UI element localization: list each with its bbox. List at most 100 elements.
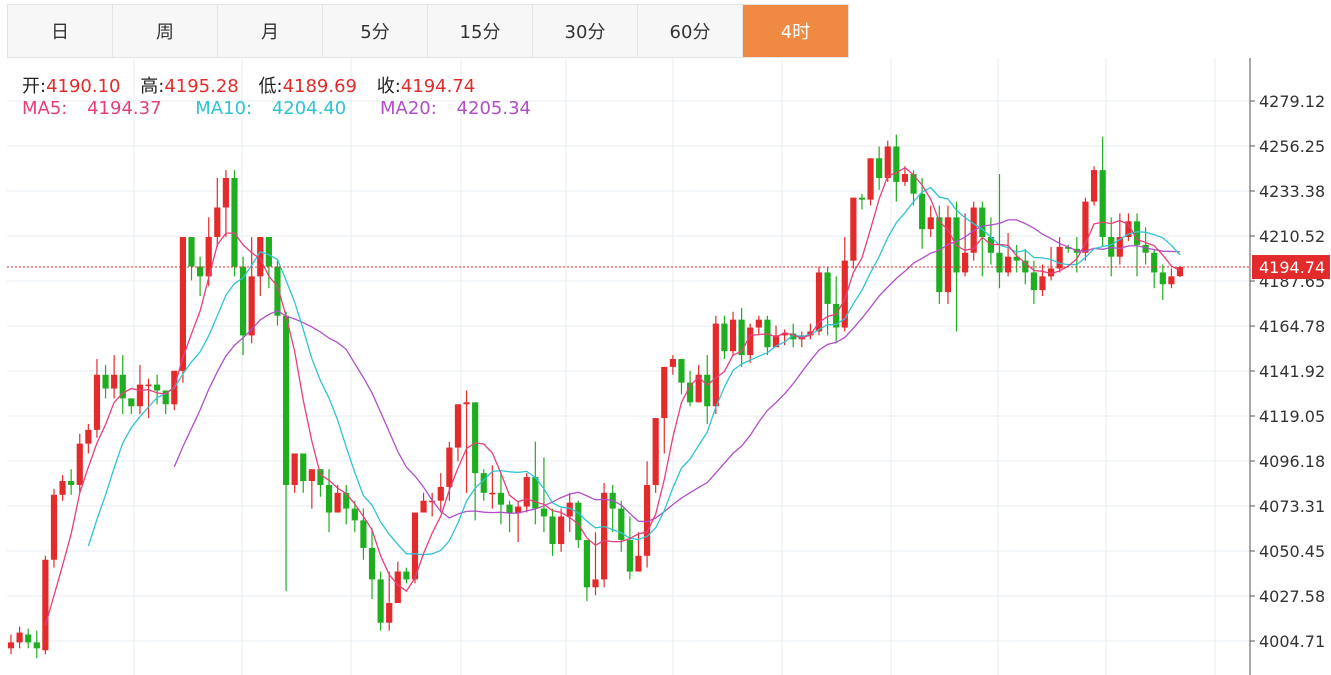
candle-body [712,323,719,407]
ma-readout: MA5: 4194.37 MA10: 4204.40 MA20: 4205.34 [22,98,559,119]
y-tick-label: 4141.92 [1259,362,1325,381]
candle-body [454,404,462,448]
y-tick-label: 4256.25 [1259,137,1325,156]
tab-15min[interactable]: 15分 [428,5,533,57]
candle-body [154,384,161,391]
candle-body [25,634,32,643]
candle-body [747,327,754,356]
candle-body [643,484,651,556]
low-value: 4189.69 [282,76,358,97]
candle-body [1039,276,1046,291]
tab-60min[interactable]: 60分 [638,5,743,57]
candle-body [197,266,204,277]
candle-body [214,207,221,238]
candle-body [1125,221,1132,238]
candle-body [1168,276,1175,285]
high-label: 高: [140,76,165,97]
tab-week[interactable]: 周 [113,5,218,57]
candle-body [50,494,58,560]
last-price-badge [1252,255,1330,280]
candle-body [300,453,307,482]
candle-body [729,319,737,352]
y-tick-label: 4119.05 [1259,407,1325,426]
tab-day[interactable]: 日 [8,5,113,57]
candle-body [618,508,625,541]
candle-body [360,520,367,548]
candle-body [1159,272,1166,285]
candle-body [901,174,909,182]
candle-body [59,481,66,495]
candle-body [661,366,668,419]
y-tick-label: 4233.38 [1259,182,1325,201]
candle-body [239,266,247,336]
candle-body [1004,256,1012,273]
candle-body [231,177,238,267]
ma10-line [87,186,1181,556]
candle-body [102,374,109,389]
candle-body [463,402,470,405]
candle-body [876,158,883,178]
candle-body [772,335,780,348]
candle-body [489,492,496,495]
candle-body [308,469,315,482]
ma5-line [44,166,1181,626]
candle-body [291,453,298,485]
candle-body [446,447,453,487]
candle-body [42,559,49,651]
candle-body [936,217,943,293]
tab-30min[interactable]: 30分 [533,5,638,57]
candle-body [583,540,590,588]
candle-body [601,492,608,580]
candle-body [1056,246,1063,269]
candle-body [1082,201,1089,253]
candle-body [1099,170,1106,238]
candle-body [257,237,264,277]
ma10-value: 4204.40 [271,98,347,119]
candle-body [996,252,1003,273]
candle-body [962,252,969,273]
candle-body [317,469,324,485]
y-tick-label: 4096.18 [1259,452,1325,471]
candle-body [136,384,144,407]
candle-body [807,331,814,336]
ma20-line [173,219,1181,523]
candle-body [351,508,358,521]
tab-month[interactable]: 月 [218,5,323,57]
last-price-label: 4194.74 [1259,258,1325,277]
candle-body [523,477,530,507]
candle-body [549,516,556,545]
ma5-label: MA5: [22,98,68,119]
y-tick-label: 4279.12 [1259,92,1325,111]
candle-body [368,547,376,580]
candle-body [626,540,633,572]
low-label: 低: [258,76,283,97]
ma10-readout: MA10: 4204.40 [195,98,360,119]
y-tick-label: 4050.45 [1259,542,1325,561]
ma5-readout: MA5: 4194.37 [22,98,176,119]
candle-body [411,512,419,580]
candle-body [85,429,92,444]
candle-body [274,266,281,316]
candle-body [652,418,659,485]
candle-body [7,642,15,649]
tab-5min[interactable]: 5分 [323,5,428,57]
candle-body [1013,256,1020,261]
tab-4hour[interactable]: 4时 [743,5,848,57]
candle-body [1133,221,1141,245]
candle-body [16,632,23,643]
y-tick-label: 4073.31 [1259,497,1325,516]
candle-body [145,384,152,387]
candle-body [179,237,187,371]
high-value: 4195.28 [164,76,239,97]
candle-body [1065,246,1072,249]
candle-body [1116,237,1123,257]
ma10-label: MA10: [195,98,253,119]
candle-body [497,492,505,505]
candle-body [592,579,599,588]
candle-body [1030,272,1037,291]
y-tick-label: 4164.78 [1259,317,1325,336]
candle-body [738,319,745,356]
candle-body [205,237,212,277]
candle-body [248,276,255,336]
